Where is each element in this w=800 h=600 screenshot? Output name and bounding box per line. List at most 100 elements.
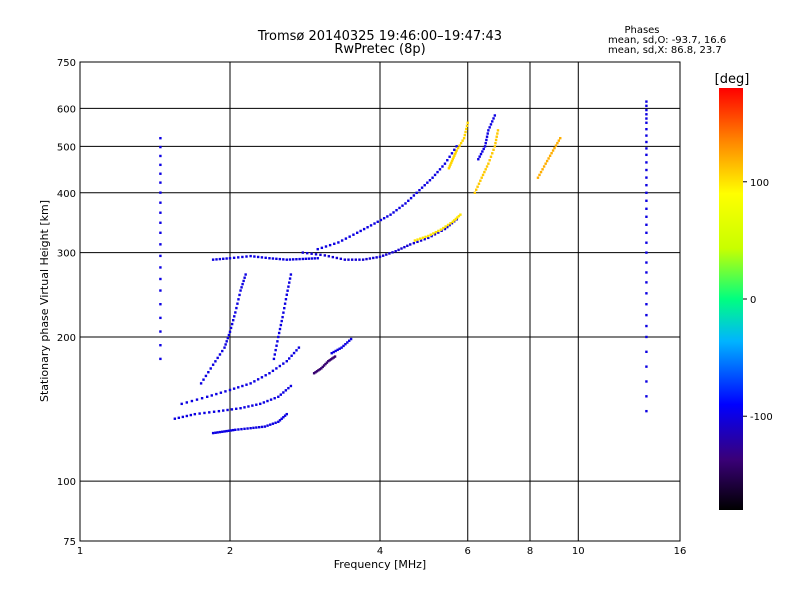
data-point: [432, 232, 435, 235]
data-point: [494, 138, 498, 142]
data-point: [456, 146, 460, 150]
data-point: [443, 162, 447, 165]
data-point: [368, 257, 372, 260]
data-point: [237, 256, 240, 259]
data-point: [448, 155, 451, 158]
data-point: [282, 258, 285, 261]
data-point: [316, 247, 319, 251]
data-point: [324, 245, 328, 248]
data-point: [382, 217, 386, 220]
data-point: [492, 117, 495, 120]
data-point: [271, 422, 275, 425]
y-axis-label: Stationary phase Virtual Height [km]: [38, 200, 51, 402]
data-point: [352, 233, 355, 236]
data-point: [297, 346, 301, 349]
x-tick-label: 6: [465, 546, 471, 557]
data-point: [215, 258, 218, 261]
data-point: [234, 311, 237, 314]
data-point: [230, 322, 234, 326]
data-point: [264, 374, 267, 377]
data-point: [452, 156, 455, 159]
data-point: [199, 382, 203, 385]
data-point: [211, 363, 215, 366]
data-point: [395, 208, 398, 212]
data-point: [241, 384, 244, 388]
data-point: [222, 409, 225, 412]
data-point: [317, 369, 320, 372]
data-point: [310, 252, 313, 255]
data-point: [378, 255, 382, 259]
data-point: [386, 215, 389, 218]
data-point: [218, 430, 222, 434]
data-point: [401, 204, 404, 207]
data-point: [241, 255, 244, 259]
data-point: [278, 419, 282, 422]
data-point: [453, 219, 456, 222]
data-point: [443, 227, 447, 231]
data-point: [488, 126, 491, 129]
data-point: [398, 206, 401, 210]
data-point: [431, 176, 434, 179]
data-point: [173, 417, 177, 420]
data-point: [277, 420, 280, 424]
data-point: [304, 257, 308, 261]
data-point: [413, 239, 417, 242]
data-point: [347, 258, 350, 261]
colorbar: [719, 88, 743, 510]
data-point: [645, 140, 648, 144]
data-point: [453, 148, 456, 152]
data-point: [230, 408, 234, 411]
data-point: [358, 258, 361, 261]
data-points: [159, 100, 648, 435]
data-point: [337, 241, 340, 244]
data-point: [217, 409, 221, 413]
data-point: [340, 346, 343, 349]
data-point: [496, 129, 500, 132]
data-point: [274, 421, 277, 424]
data-point: [235, 306, 238, 310]
x-tick-label: 1: [77, 546, 83, 557]
data-point: [249, 254, 252, 258]
data-point: [240, 286, 243, 289]
data-point: [373, 222, 376, 225]
data-point: [645, 271, 648, 274]
data-point: [211, 258, 215, 261]
data-point: [478, 155, 481, 158]
data-point: [458, 144, 461, 147]
data-point: [159, 211, 162, 214]
data-point: [280, 319, 283, 323]
data-point: [645, 127, 648, 131]
data-point: [207, 370, 210, 374]
data-point: [645, 395, 648, 398]
data-point: [255, 403, 258, 406]
data-point: [423, 238, 426, 241]
data-point: [464, 130, 467, 134]
data-point: [391, 251, 394, 254]
data-point: [428, 179, 432, 182]
data-point: [325, 361, 329, 364]
data-point: [348, 339, 351, 342]
data-point: [421, 236, 425, 239]
data-point: [494, 141, 497, 145]
data-point: [491, 120, 494, 123]
data-point: [339, 257, 343, 261]
data-point: [275, 344, 278, 347]
data-point: [269, 398, 273, 401]
data-point: [332, 350, 335, 354]
data-point: [323, 254, 327, 257]
data-point: [436, 170, 439, 174]
data-point: [327, 255, 331, 258]
data-point: [482, 147, 485, 151]
data-point: [456, 216, 459, 219]
data-point: [185, 414, 189, 418]
data-point: [450, 161, 453, 165]
data-point: [263, 425, 267, 428]
data-point: [484, 168, 487, 171]
data-point: [553, 146, 556, 150]
data-point: [645, 147, 648, 150]
data-point: [247, 405, 250, 408]
data-point: [253, 255, 256, 258]
data-point: [244, 273, 247, 276]
data-point: [645, 100, 648, 103]
data-point: [451, 220, 455, 223]
